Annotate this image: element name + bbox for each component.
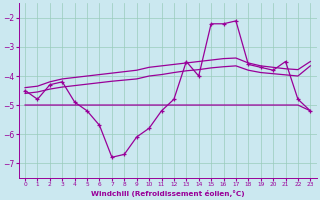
X-axis label: Windchill (Refroidissement éolien,°C): Windchill (Refroidissement éolien,°C) xyxy=(91,190,244,197)
